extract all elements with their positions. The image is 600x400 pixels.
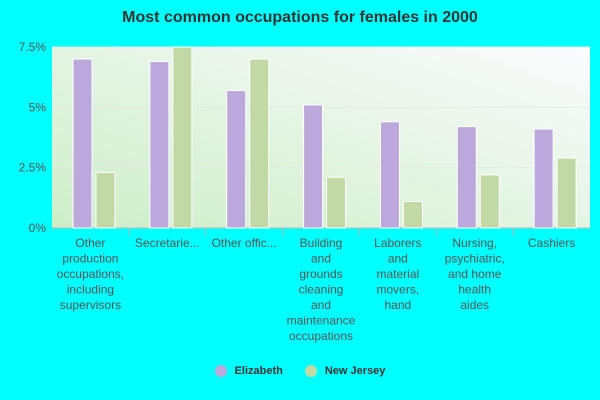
x-category-line: hand bbox=[385, 298, 412, 312]
x-category-line: including bbox=[67, 283, 114, 297]
x-category-line: psychiatric, bbox=[445, 252, 505, 266]
x-category-label: Other offic... bbox=[212, 236, 277, 250]
x-category-label: Building and grounds cleaning and maintenance… bbox=[287, 236, 356, 343]
x-category-line: Cashiers bbox=[528, 236, 575, 250]
x-category-line: grounds bbox=[299, 267, 342, 281]
bar-elizabeth[interactable] bbox=[533, 128, 554, 229]
bar-new-jersey[interactable] bbox=[249, 58, 270, 229]
x-category-line: Nursing, bbox=[452, 236, 497, 250]
x-category-line: cleaning bbox=[299, 283, 344, 297]
x-category-line: occupations, bbox=[57, 267, 124, 281]
legend-item-elizabeth: Elizabeth bbox=[214, 365, 283, 377]
x-category-label: Other production occupations, including supe… bbox=[57, 236, 124, 312]
x-category-label: Cashiers bbox=[528, 236, 575, 250]
bar-elizabeth[interactable] bbox=[456, 126, 477, 229]
bar-elizabeth[interactable] bbox=[303, 104, 324, 229]
bar-new-jersey[interactable] bbox=[556, 157, 577, 229]
legend-label-new-jersey: New Jersey bbox=[324, 365, 386, 377]
bar-new-jersey[interactable] bbox=[95, 171, 116, 229]
bar-new-jersey[interactable] bbox=[479, 174, 500, 229]
x-category-line: and bbox=[311, 298, 331, 312]
legend-swatch-new-jersey bbox=[304, 365, 317, 377]
y-tick-label: 7.5% bbox=[19, 40, 47, 54]
legend-item-new-jersey: New Jersey bbox=[304, 365, 386, 377]
y-tick-label: 2.5% bbox=[19, 161, 47, 175]
bar-elizabeth[interactable] bbox=[379, 121, 400, 229]
x-category-line: Laborers bbox=[374, 236, 421, 250]
legend-label-elizabeth: Elizabeth bbox=[234, 365, 283, 377]
x-category-line: occupations bbox=[289, 329, 353, 343]
x-category-line: Other bbox=[75, 236, 105, 250]
x-category-label: Secretarie... bbox=[135, 236, 200, 250]
chart-title: Most common occupations for females in 2… bbox=[122, 9, 478, 26]
y-tick-label: 5% bbox=[29, 100, 47, 114]
x-category-line: movers, bbox=[377, 283, 420, 297]
x-category-line: and bbox=[311, 252, 331, 266]
x-category-line: Other offic... bbox=[212, 236, 277, 250]
y-tick-label: 0% bbox=[29, 221, 47, 235]
bar-new-jersey[interactable] bbox=[172, 46, 193, 229]
x-category-line: material bbox=[377, 267, 420, 281]
x-category-line: and home bbox=[448, 267, 502, 281]
x-category-line: and bbox=[388, 252, 408, 266]
bar-elizabeth[interactable] bbox=[72, 58, 93, 229]
x-category-line: Secretarie... bbox=[135, 236, 200, 250]
x-category-line: Building bbox=[300, 236, 343, 250]
bar-elizabeth[interactable] bbox=[226, 89, 247, 229]
x-category-label: Laborers and material movers, hand bbox=[374, 236, 421, 312]
bar-new-jersey[interactable] bbox=[402, 200, 423, 229]
legend: Elizabeth New Jersey bbox=[0, 365, 600, 377]
x-category-line: health bbox=[458, 283, 491, 297]
bar-new-jersey[interactable] bbox=[326, 176, 347, 229]
x-category-line: aides bbox=[460, 298, 489, 312]
x-category-line: production bbox=[62, 252, 118, 266]
x-category-line: maintenance bbox=[287, 314, 356, 328]
x-category-label: Nursing, psychiatric, and home health aides bbox=[445, 236, 505, 312]
x-category-line: supervisors bbox=[60, 298, 121, 312]
legend-swatch-elizabeth bbox=[214, 365, 227, 377]
bar-elizabeth[interactable] bbox=[149, 60, 170, 229]
